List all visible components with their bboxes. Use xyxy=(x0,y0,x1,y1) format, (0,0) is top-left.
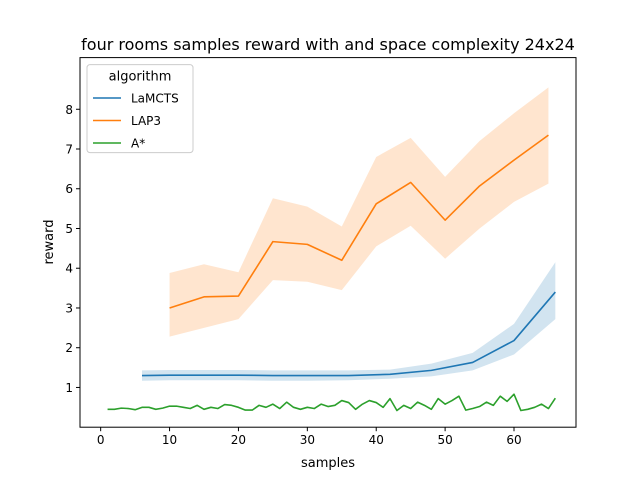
legend-title: algorithm xyxy=(109,70,172,85)
y-tick-label: 1 xyxy=(65,381,73,395)
x-axis-label: samples xyxy=(301,456,355,471)
y-tick-label: 2 xyxy=(65,341,73,355)
a-star-legend-label: A* xyxy=(131,137,145,151)
x-tick-label: 50 xyxy=(437,433,452,447)
lap3-series-line xyxy=(169,134,549,309)
y-tick-label: 7 xyxy=(65,143,73,157)
x-tick-label: 60 xyxy=(506,433,521,447)
a-star-series-line xyxy=(107,393,556,412)
plot-frame xyxy=(79,57,577,428)
series-lines xyxy=(107,134,556,412)
x-tick-label: 40 xyxy=(369,433,384,447)
lap3-legend-label: LAP3 xyxy=(131,114,161,128)
y-tick-label: 3 xyxy=(65,301,73,315)
legend: algorithm LaMCTS LAP3 A* xyxy=(86,64,194,154)
x-axis: 0 10 20 30 40 50 60 xyxy=(97,427,522,447)
x-tick-label: 0 xyxy=(97,433,105,447)
x-tick-label: 30 xyxy=(300,433,315,447)
y-tick-label: 5 xyxy=(65,222,73,236)
lap3-confidence-band xyxy=(169,87,549,337)
y-axis-label: reward xyxy=(42,219,57,264)
legend-box xyxy=(86,64,194,154)
legend-entries: LaMCTS LAP3 A* xyxy=(93,92,179,151)
chart-title: four rooms samples reward with and space… xyxy=(81,35,575,54)
confidence-bands xyxy=(142,87,556,381)
y-tick-label: 6 xyxy=(65,182,73,196)
lamcts-legend-label: LaMCTS xyxy=(131,92,179,106)
lamcts-series-line xyxy=(141,291,556,377)
y-tick-label: 4 xyxy=(65,262,73,276)
y-axis: 1 2 3 4 5 6 7 8 xyxy=(65,103,80,395)
x-tick-label: 20 xyxy=(231,433,246,447)
y-tick-label: 8 xyxy=(65,103,73,117)
x-tick-label: 10 xyxy=(162,433,177,447)
